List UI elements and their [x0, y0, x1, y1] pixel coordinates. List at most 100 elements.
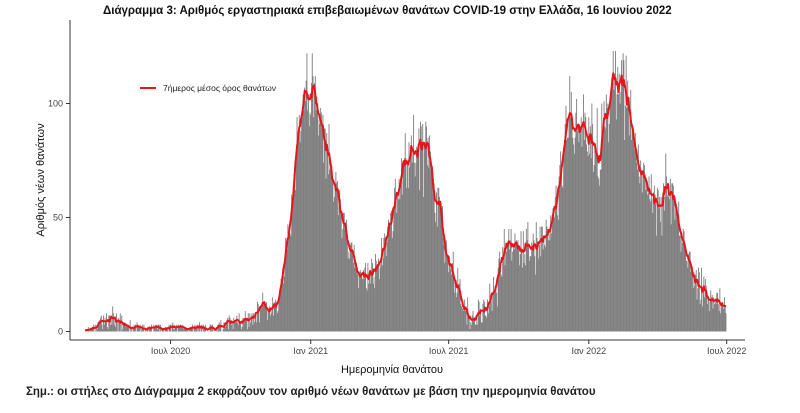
bar	[602, 137, 603, 332]
bar	[163, 329, 165, 332]
bar	[521, 249, 523, 332]
bar	[711, 297, 712, 332]
bar	[622, 53, 624, 332]
bar	[193, 326, 195, 332]
bar	[333, 201, 335, 332]
bar	[710, 290, 712, 332]
bar	[493, 290, 495, 332]
bar	[474, 317, 475, 332]
bar	[497, 267, 499, 332]
bar	[640, 169, 642, 332]
bar	[262, 292, 264, 332]
bar	[445, 247, 447, 332]
bar	[525, 228, 527, 332]
bar	[317, 135, 319, 332]
bar	[355, 265, 357, 332]
bar	[244, 320, 245, 332]
bar	[583, 139, 585, 332]
bar	[600, 169, 602, 332]
bar	[672, 185, 674, 332]
bar	[368, 283, 370, 332]
bar	[482, 304, 484, 332]
bar	[96, 326, 98, 332]
bar	[377, 267, 379, 332]
bar	[456, 292, 458, 332]
bar	[182, 324, 184, 332]
bar	[613, 89, 615, 332]
bar	[364, 267, 366, 332]
bar	[318, 119, 320, 332]
bar	[655, 203, 657, 332]
bar	[429, 135, 431, 332]
bar	[110, 315, 112, 332]
bar	[557, 219, 559, 332]
bar	[709, 301, 711, 332]
bar	[720, 313, 722, 332]
bar	[708, 310, 710, 332]
bar	[661, 235, 663, 332]
bar	[225, 322, 227, 332]
bar	[718, 310, 720, 332]
bar	[611, 78, 613, 332]
bar	[226, 320, 228, 332]
bar	[378, 258, 379, 332]
bar	[641, 192, 643, 332]
bar	[112, 313, 114, 332]
bar	[252, 324, 254, 332]
bar	[461, 308, 463, 332]
bar	[349, 258, 351, 332]
bar	[228, 329, 229, 332]
bar	[561, 185, 563, 332]
bar	[254, 313, 256, 332]
bar	[691, 272, 693, 332]
bar	[704, 297, 706, 332]
bar	[90, 329, 92, 332]
bar	[266, 320, 268, 332]
bar	[673, 194, 675, 332]
bar	[180, 326, 182, 332]
bar	[399, 199, 401, 332]
bar	[662, 192, 664, 332]
bar	[366, 290, 368, 332]
bar	[127, 324, 129, 332]
bar	[717, 304, 719, 332]
bar	[566, 139, 568, 332]
bar	[447, 258, 449, 332]
bar	[619, 103, 621, 332]
bar	[421, 142, 423, 332]
bar	[411, 162, 413, 332]
bar	[500, 274, 502, 332]
bar	[362, 269, 364, 332]
bar	[551, 217, 553, 332]
bar	[496, 292, 498, 332]
bar	[536, 238, 538, 332]
bar	[487, 313, 489, 332]
bar	[400, 158, 402, 332]
bar	[685, 260, 687, 332]
bar	[519, 253, 521, 332]
bar	[425, 121, 427, 332]
bar	[345, 224, 347, 332]
bar	[126, 324, 128, 332]
x-tick-label: Ιουλ 2022	[707, 346, 746, 356]
bar	[384, 233, 386, 332]
bar	[256, 301, 258, 332]
bar	[233, 317, 235, 332]
bar	[107, 329, 109, 332]
bar	[279, 295, 280, 332]
bar	[498, 258, 500, 332]
bar	[195, 329, 197, 332]
bar	[327, 174, 329, 332]
bar	[420, 121, 421, 332]
bar	[388, 231, 390, 332]
bar	[635, 146, 637, 332]
bar	[538, 244, 540, 332]
bar	[690, 272, 692, 332]
bar	[528, 260, 530, 332]
x-tick-label: Ιουλ 2021	[429, 346, 468, 356]
bar	[222, 329, 224, 332]
bar	[320, 108, 322, 332]
bar	[551, 233, 552, 332]
bar	[178, 326, 180, 332]
bar	[438, 187, 440, 332]
